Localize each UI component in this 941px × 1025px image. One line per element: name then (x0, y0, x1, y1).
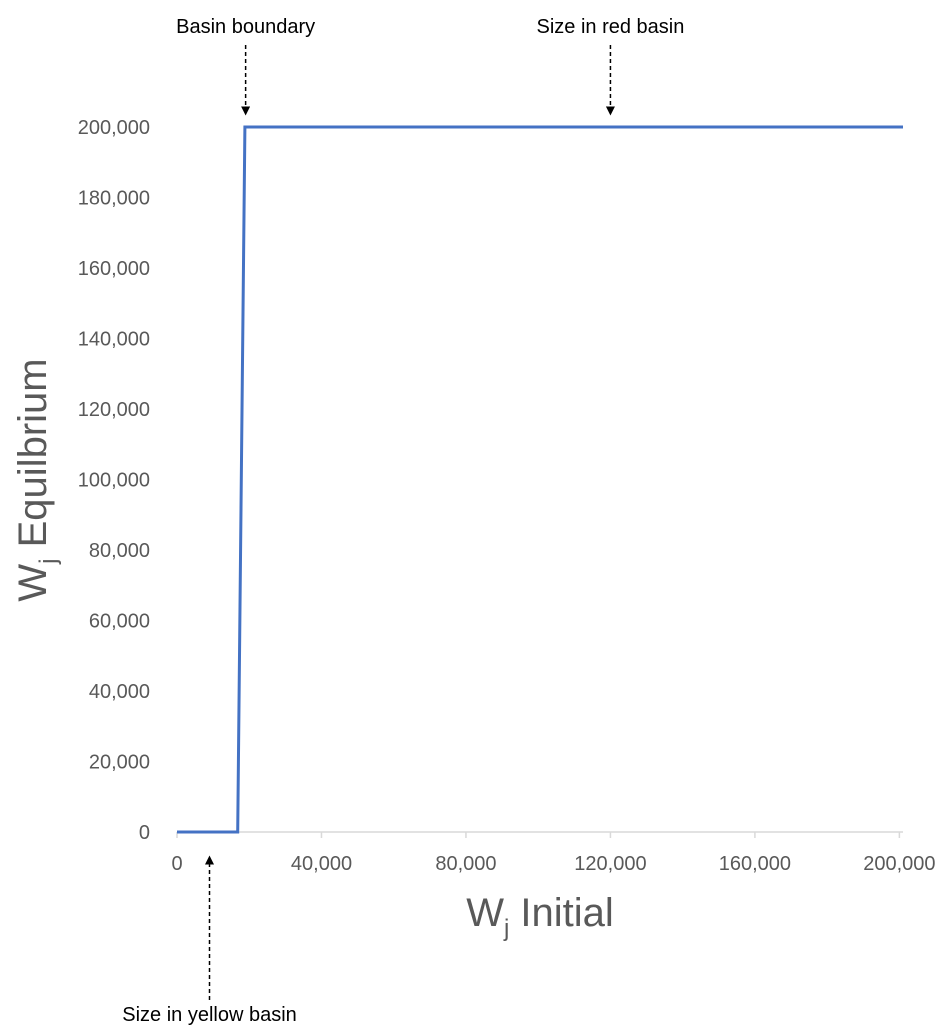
y-tick-label: 160,000 (78, 258, 150, 280)
y-tick-label: 20,000 (89, 752, 150, 774)
annotation-label: Basin boundary (176, 16, 315, 38)
annotation-label: Size in red basin (536, 16, 684, 38)
x-axis-title: Wj Initial (466, 891, 614, 942)
x-tick-label: 160,000 (719, 853, 791, 875)
x-tick-label: 80,000 (435, 853, 496, 875)
series-line (177, 125, 903, 834)
y-tick-label: 100,000 (78, 470, 150, 492)
y-tick-label: 180,000 (78, 188, 150, 210)
y-tick-label: 40,000 (89, 681, 150, 703)
y-tick-label: 80,000 (89, 540, 150, 562)
annotations: Basin boundary Size in red basin Size in y… (122, 16, 684, 1025)
y-tick-labels: 0 20,000 40,000 60,000 80,000 100,000 120,000 1… (78, 117, 150, 844)
x-tick-label: 40,000 (291, 853, 352, 875)
y-axis-title: Wj Equilbrium (11, 358, 62, 601)
x-tick-label: 200,000 (863, 853, 935, 875)
y-tick-label: 60,000 (89, 611, 150, 633)
y-tick-label: 120,000 (78, 399, 150, 421)
x-tick-label: 0 (171, 853, 182, 875)
x-tick-label: 120,000 (574, 853, 646, 875)
x-tick-labels: 0 40,000 80,000 120,000 160,000 200,000 (171, 832, 936, 875)
series-layer (177, 125, 903, 834)
y-tick-label: 0 (139, 822, 150, 844)
annotation-label: Size in yellow basin (122, 1004, 297, 1025)
y-tick-label: 140,000 (78, 329, 150, 351)
y-tick-label: 200,000 (78, 117, 150, 139)
